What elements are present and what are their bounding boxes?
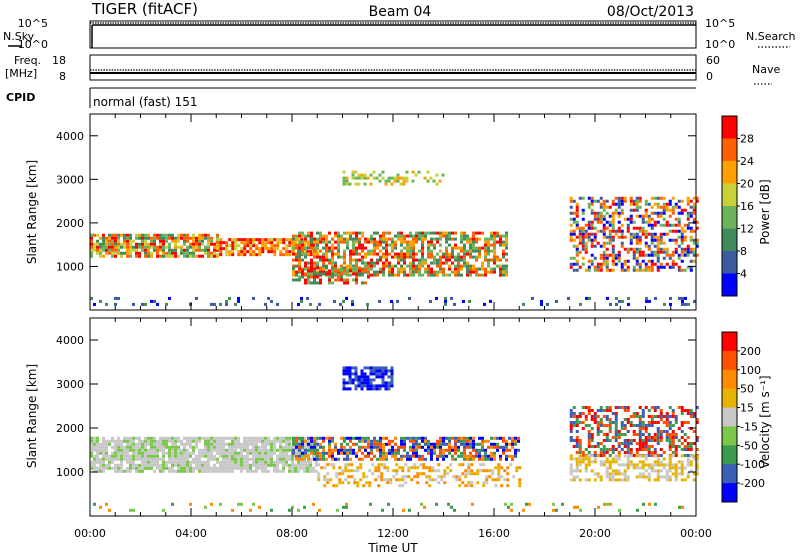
colorbar-swatch [722, 407, 737, 427]
ytick-label: 4000 [56, 334, 84, 347]
colorbar-swatch [722, 388, 737, 409]
colorbar-swatch [722, 206, 737, 229]
freq-panel: Freq. [MHz] 18 8 60 0 Nave [5, 54, 780, 85]
colorbar-tick: 200 [740, 345, 761, 358]
power-colorbar: 28 24 20 16 12 8 4 [721, 115, 754, 297]
ytick-label: 3000 [56, 378, 84, 391]
colorbar-swatch [722, 138, 737, 162]
xtick-label: 04:00 [175, 527, 207, 540]
velocity-data-layer [90, 366, 699, 512]
power-panel: 1000 2000 3000 4000 Slant Range [km] 28 24 20… [25, 113, 772, 311]
colorbar-swatch [722, 350, 737, 371]
cpid-label: CPID [6, 91, 35, 104]
xtick-label: 20:00 [579, 527, 611, 540]
ytick-label: 3000 [56, 173, 84, 186]
nsky-label: N.Sky [3, 30, 35, 43]
nsearch-tick-bottom: 10^0 [705, 38, 735, 51]
colorbar-tick: 16 [740, 200, 754, 213]
cpid-text: normal (fast) 151 [93, 95, 197, 109]
colorbar-tick: 8 [740, 245, 747, 258]
nsky-panel: 10^5 10^0 10^5 10^0 N.Sky N.Search [3, 17, 796, 51]
colorbar-swatch [722, 369, 737, 390]
ytick-label: 1000 [56, 466, 84, 479]
velocity-colorbar: 200 100 50 15 -15 -50 -100 -200 [721, 331, 765, 503]
colorbar-swatch [722, 251, 737, 274]
xtick-label: 08:00 [276, 527, 308, 540]
colorbar-tick: 12 [740, 223, 754, 236]
ytick-label: 2000 [56, 422, 84, 435]
header-date: 08/Oct/2013 [607, 4, 694, 20]
header-beam: Beam 04 [369, 4, 432, 20]
power-colorbar-label: Power [dB] [758, 179, 772, 244]
ytick-label: 2000 [56, 217, 84, 230]
xtick-label: 00:00 [680, 527, 712, 540]
colorbar-swatch [722, 483, 737, 503]
colorbar-tick: 20 [740, 178, 754, 191]
velocity-panel: 1000 2000 3000 4000 00:00 04:00 08:00 12:00 16:0… [25, 317, 772, 554]
power-ylabel: Slant Range [km] [25, 160, 39, 264]
colorbar-swatch [722, 332, 737, 352]
colorbar-tick: -15 [740, 420, 758, 433]
freq-unit-label: [MHz] [5, 67, 37, 80]
header-radar-name: TIGER (fitACF) [91, 0, 198, 18]
nave-tick-top: 60 [706, 54, 720, 67]
colorbar-tick: 50 [740, 383, 754, 396]
velocity-xlabel: Time UT [367, 541, 418, 554]
nsky-tick-top: 10^5 [18, 17, 48, 30]
nave-label: Nave [752, 63, 780, 76]
colorbar-swatch [722, 426, 737, 446]
colorbar-swatch [722, 445, 737, 465]
velocity-axes: 1000 2000 3000 4000 00:00 04:00 08:00 12:00 16:0… [56, 318, 712, 540]
colorbar-swatch [722, 161, 737, 184]
power-axes: 1000 2000 3000 4000 [56, 114, 697, 310]
xtick-label: 16:00 [478, 527, 510, 540]
nave-tick-bottom: 0 [706, 70, 713, 83]
colorbar-tick: 100 [740, 364, 761, 377]
colorbar-tick: -100 [740, 458, 765, 471]
colorbar-swatch [722, 183, 737, 207]
nsearch-tick-top: 10^5 [705, 17, 735, 30]
ytick-label: 1000 [56, 260, 84, 273]
colorbar-swatch [722, 464, 737, 484]
power-data-layer [90, 170, 699, 306]
xtick-label: 12:00 [377, 527, 409, 540]
velocity-colorbar-label: Velocity [m s⁻¹] [758, 375, 772, 468]
xtick-label: 00:00 [74, 527, 106, 540]
nsearch-label: N.Search [746, 30, 796, 43]
colorbar-tick: 28 [740, 133, 754, 146]
colorbar-swatch [722, 273, 737, 297]
colorbar-swatch [722, 116, 737, 139]
ytick-label: 4000 [56, 130, 84, 143]
colorbar-tick: 24 [740, 155, 754, 168]
freq-tick-top: 18 [52, 54, 66, 67]
colorbar-tick: 4 [740, 268, 747, 281]
cpid-panel: CPID normal (fast) 151 [6, 87, 696, 109]
colorbar-swatch [722, 228, 737, 252]
freq-tick-bottom: 8 [59, 70, 66, 83]
velocity-ylabel: Slant Range [km] [25, 364, 39, 468]
colorbar-tick: -50 [740, 439, 758, 452]
nsky-tick-bottom: 10^0 [18, 38, 48, 51]
freq-label: Freq. [14, 54, 41, 67]
colorbar-tick: 15 [740, 402, 754, 415]
colorbar-tick: -200 [740, 477, 765, 490]
